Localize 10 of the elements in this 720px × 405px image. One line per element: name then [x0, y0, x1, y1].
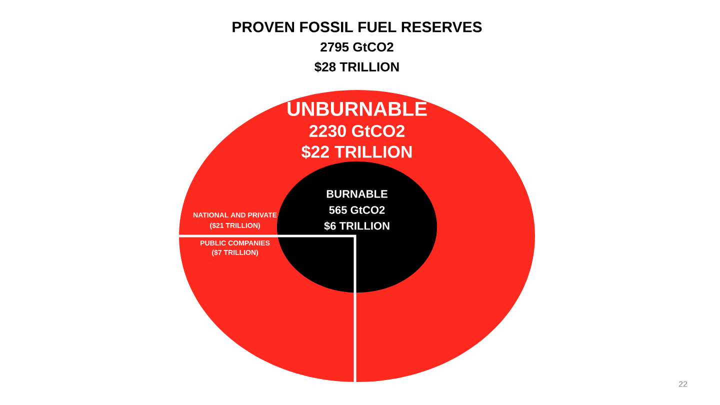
- text: PROVEN FOSSIL FUEL RESERVES: [232, 22, 482, 32]
- text: 2795 GtCO2: [320, 42, 394, 52]
- text: 22: [678, 381, 688, 387]
- category-label: UNBURNABLE: [288, 102, 427, 116]
- data-label: 565 GtCO2: [329, 206, 385, 214]
- text: $6 TRILLION: [324, 222, 390, 230]
- category-label: BURNABLE: [326, 190, 388, 198]
- text: $22 TRILLION: [301, 145, 412, 159]
- data-label: 2230 GtCO2: [309, 124, 404, 138]
- text: $28 TRILLION: [314, 62, 399, 72]
